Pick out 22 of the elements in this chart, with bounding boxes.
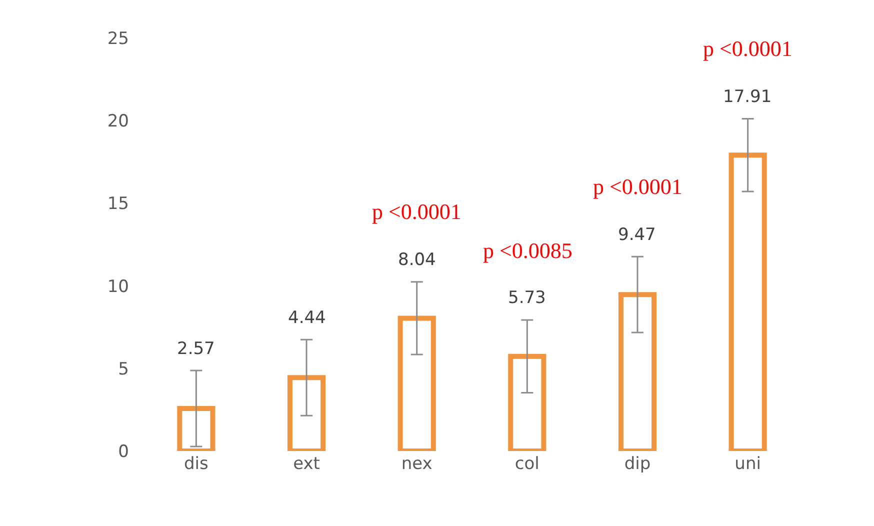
y-tick-label: 5 [118,359,129,380]
x-tick-label: dip [624,454,651,474]
data-label: 8.04 [398,250,436,270]
x-tick-label: uni [734,454,761,474]
data-label: 2.57 [177,339,215,359]
annotation: p <0.0001 [593,174,682,199]
annotation: p <0.0085 [483,238,572,263]
y-tick-label: 0 [118,442,129,462]
y-tick-label: 25 [107,28,129,49]
data-label: 4.44 [288,308,326,328]
data-label: 5.73 [508,288,546,308]
y-tick-label: 10 [107,276,129,297]
x-tick-label: col [514,454,540,474]
y-tick-label: 15 [107,194,129,214]
y-tick-label: 20 [107,112,129,132]
annotation: p <0.0001 [372,199,462,224]
x-tick-label: dis [184,454,209,474]
annotation: p <0.0001 [703,36,792,61]
data-label: 9.47 [618,225,656,245]
x-tick-label: nex [401,454,432,474]
data-label: 17.91 [723,87,772,107]
x-tick-label: ext [293,454,320,474]
